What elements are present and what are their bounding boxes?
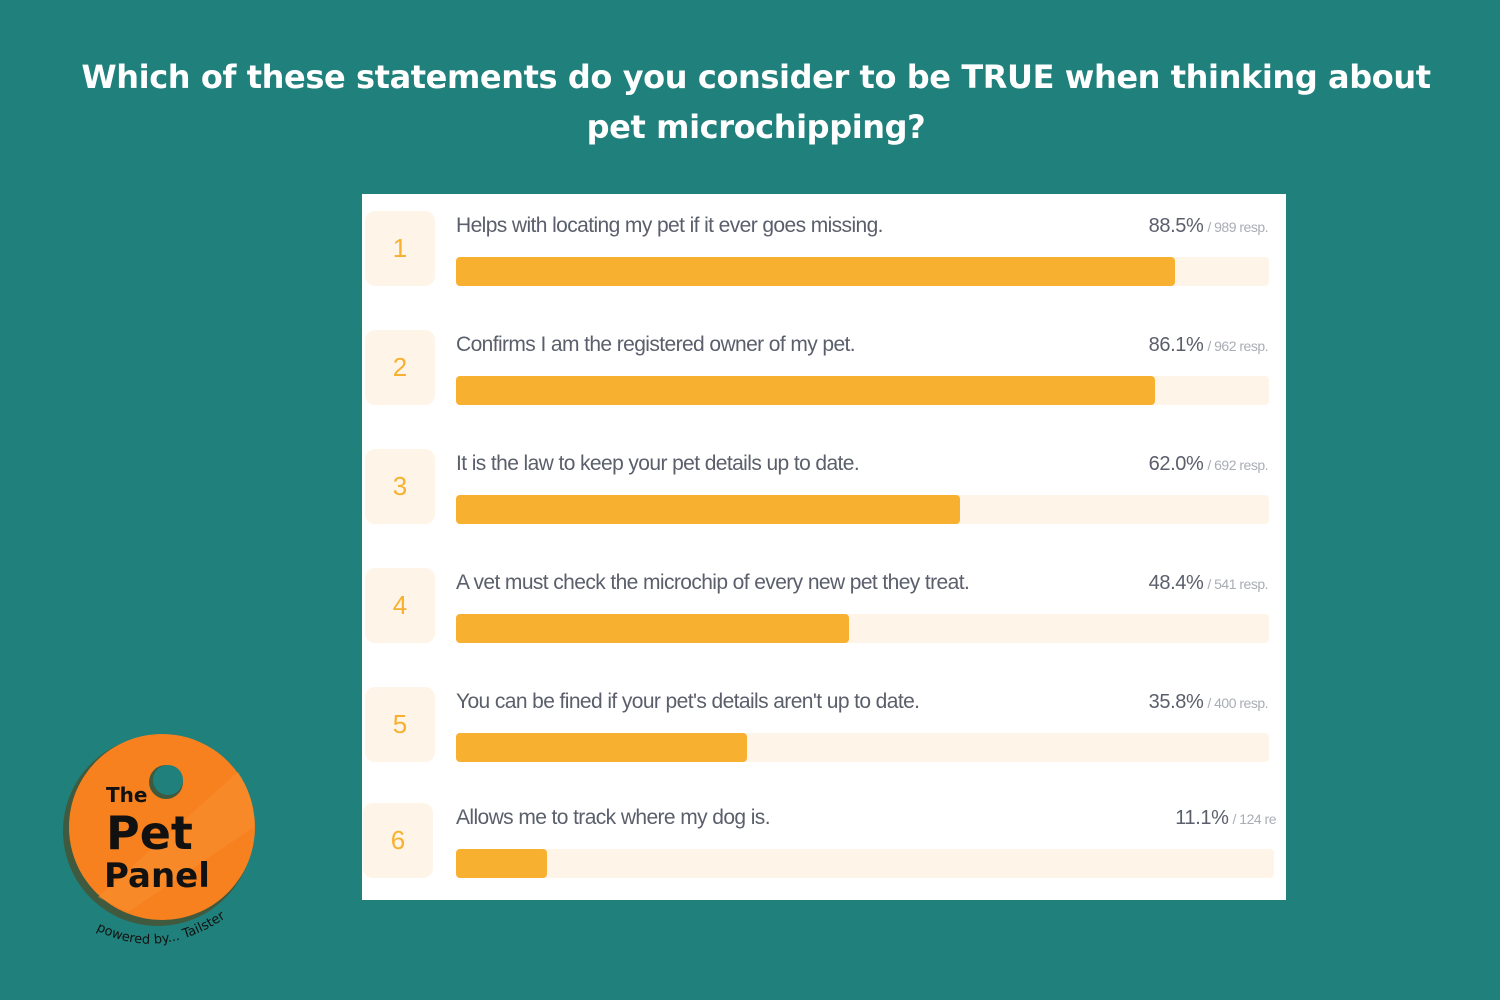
- result-stat: 48.4%/ 541 resp.: [1148, 572, 1269, 595]
- statement-label: You can be fined if your pet's details a…: [456, 690, 920, 713]
- rank-badge: 6: [363, 803, 433, 878]
- pet-tag-icon: The Pet Panel powered by... Tailster: [63, 734, 255, 948]
- rank-badge: 5: [365, 687, 435, 762]
- pet-panel-logo: The Pet Panel powered by... Tailster: [58, 732, 258, 962]
- result-stat: 35.8%/ 400 resp.: [1148, 691, 1269, 714]
- page-title: Which of these statements do you conside…: [81, 58, 1431, 146]
- bar-track: [456, 733, 1269, 762]
- poll-results-card: 1 Helps with locating my pet if it ever …: [362, 194, 1286, 900]
- percentage-value: 11.1%: [1175, 807, 1229, 829]
- statement-label: Confirms I am the registered owner of my…: [456, 333, 856, 356]
- result-row: 2 Confirms I am the registered owner of …: [362, 313, 1286, 405]
- percentage-value: 48.4%: [1148, 572, 1204, 594]
- percentage-value: 62.0%: [1148, 453, 1204, 475]
- response-count: / 541 resp.: [1207, 576, 1268, 592]
- response-count: / 692 resp.: [1207, 457, 1268, 473]
- result-stat: 88.5%/ 989 resp.: [1148, 215, 1269, 238]
- result-row: 6 Allows me to track where my dog is. 11…: [362, 786, 1286, 878]
- bar-fill: [456, 257, 1175, 286]
- bar-track: [456, 376, 1269, 405]
- response-count: / 124 re: [1232, 811, 1277, 827]
- bar-track: [456, 614, 1269, 643]
- percentage-value: 35.8%: [1148, 691, 1204, 713]
- bar-fill: [456, 849, 547, 878]
- statement-label: It is the law to keep your pet details u…: [456, 452, 860, 475]
- logo-text-panel: Panel: [104, 856, 210, 896]
- logo-text-pet: Pet: [106, 806, 193, 860]
- rank-badge: 1: [365, 211, 435, 286]
- rank-badge: 4: [365, 568, 435, 643]
- rank-badge: 2: [365, 330, 435, 405]
- rank-badge: 3: [365, 449, 435, 524]
- percentage-value: 88.5%: [1148, 215, 1204, 237]
- statement-label: Allows me to track where my dog is.: [456, 806, 771, 829]
- response-count: / 962 resp.: [1207, 338, 1268, 354]
- bar-fill: [456, 376, 1156, 405]
- bar-track: [456, 849, 1274, 878]
- result-stat: 11.1%/ 124 re: [1175, 807, 1276, 830]
- result-row: 3 It is the law to keep your pet details…: [362, 432, 1286, 524]
- bar-track: [456, 495, 1269, 524]
- response-count: / 400 resp.: [1207, 695, 1268, 711]
- result-row: 1 Helps with locating my pet if it ever …: [362, 194, 1286, 286]
- logo-text-the: The: [106, 783, 147, 807]
- bar-track: [456, 257, 1269, 286]
- bar-fill: [456, 614, 850, 643]
- statement-label: A vet must check the microchip of every …: [456, 571, 970, 594]
- bar-fill: [456, 495, 960, 524]
- bar-fill: [456, 733, 747, 762]
- percentage-value: 86.1%: [1148, 334, 1204, 356]
- result-row: 4 A vet must check the microchip of ever…: [362, 551, 1286, 643]
- result-stat: 62.0%/ 692 resp.: [1148, 453, 1269, 476]
- result-stat: 86.1%/ 962 resp.: [1148, 334, 1269, 357]
- result-row: 5 You can be fined if your pet's details…: [362, 670, 1286, 762]
- statement-label: Helps with locating my pet if it ever go…: [456, 214, 884, 237]
- response-count: / 989 resp.: [1207, 219, 1268, 235]
